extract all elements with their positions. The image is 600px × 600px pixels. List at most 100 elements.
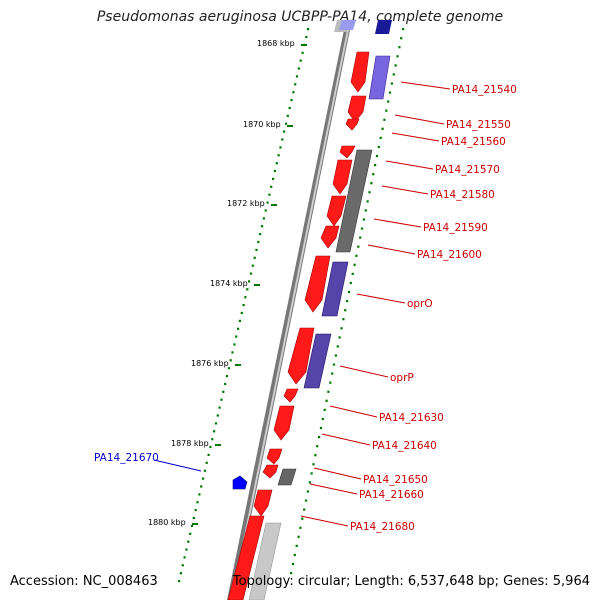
- ruler-minor-tick: [379, 136, 382, 139]
- ruler-minor-tick: [329, 381, 332, 384]
- gene-PA14_21560: [345, 118, 360, 131]
- gene-PA14_21660: [262, 464, 279, 479]
- ruler-minor-tick: [220, 398, 223, 401]
- genome-title: Pseudomonas aeruginosa UCBPP-PA14, compl…: [96, 9, 504, 25]
- ruler-minor-tick: [303, 508, 306, 511]
- gene-PA14_21570: [339, 145, 356, 159]
- label-connector-line: [391, 132, 440, 142]
- ruler-minor-tick: [213, 430, 216, 433]
- ruler-minor-tick: [189, 532, 192, 535]
- ruler-minor-tick: [301, 517, 304, 520]
- ruler-minor-tick: [293, 553, 296, 557]
- ruler-minor-tick: [203, 469, 206, 472]
- ruler-minor-tick: [392, 73, 395, 76]
- ruler-major-tick: [235, 364, 241, 366]
- gene-label[interactable]: PA14_21540: [452, 84, 517, 96]
- label-connector-line: [313, 467, 362, 480]
- gene-PA14_21640: [273, 405, 295, 441]
- gene-label[interactable]: PA14_21550: [446, 119, 511, 131]
- ruler-minor-tick: [338, 336, 341, 339]
- ruler-minor-tick: [310, 472, 313, 475]
- gene-gray-bottom: [248, 522, 282, 600]
- ruler-major-tick: [215, 444, 221, 446]
- ruler-minor-tick: [306, 490, 309, 493]
- gene-label[interactable]: PA14_21660: [359, 489, 424, 501]
- ruler-minor-tick: [270, 185, 273, 188]
- ruler-minor-tick: [360, 227, 364, 230]
- ruler-minor-tick: [283, 130, 286, 133]
- ruler-minor-tick: [222, 390, 225, 393]
- ruler-minor-tick: [235, 335, 238, 338]
- ruler-minor-tick: [299, 526, 302, 529]
- ruler-minor-tick: [312, 463, 315, 466]
- ruler-minor-tick: [233, 343, 236, 346]
- ruler-minor-tick: [229, 359, 232, 362]
- ruler-minor-tick: [202, 477, 205, 480]
- gene-PA14_21680: [253, 489, 273, 517]
- ruler-minor-tick: [231, 351, 234, 354]
- ruler-minor-tick: [264, 209, 267, 212]
- gene-label[interactable]: oprO: [407, 298, 433, 310]
- ruler-minor-tick: [325, 399, 328, 402]
- ruler-minor-tick: [262, 217, 265, 220]
- ruler-minor-tick: [396, 55, 399, 58]
- accession-text: Accession: NC_008463: [10, 574, 158, 589]
- ruler-minor-tick: [196, 501, 199, 504]
- ruler-minor-tick: [198, 493, 201, 496]
- gene-label[interactable]: PA14_21670: [94, 452, 159, 464]
- ruler-minor-tick: [190, 524, 194, 527]
- ruler-minor-tick: [307, 28, 310, 31]
- ruler-major-tick: [192, 523, 198, 525]
- gene-blue-3: [303, 333, 332, 389]
- gene-label[interactable]: oprP: [390, 372, 414, 384]
- label-connector-line: [153, 459, 202, 472]
- ruler-minor-tick: [342, 318, 345, 321]
- ruler-minor-tick: [351, 272, 354, 275]
- ruler-minor-tick: [277, 154, 280, 157]
- ruler-minor-tick: [275, 162, 278, 165]
- ruler-minor-tick: [355, 254, 358, 257]
- ruler-minor-tick: [214, 422, 218, 425]
- gene-label[interactable]: PA14_21570: [435, 164, 500, 176]
- ruler-minor-tick: [316, 445, 319, 448]
- ruler-minor-tick: [240, 311, 243, 315]
- ruler-minor-tick: [249, 272, 253, 275]
- ruler-minor-tick: [349, 281, 352, 285]
- ruler-minor-tick: [211, 438, 214, 441]
- gene-label[interactable]: PA14_21650: [363, 474, 428, 486]
- ruler-minor-tick: [242, 304, 245, 307]
- gene-label[interactable]: PA14_21600: [417, 249, 482, 261]
- gene-label[interactable]: PA14_21630: [379, 412, 444, 424]
- label-connector-line: [400, 81, 451, 90]
- ruler-minor-tick: [368, 191, 371, 194]
- gene-PA14_21670: [232, 475, 248, 490]
- ruler-major-tick: [301, 44, 307, 46]
- ruler-minor-tick: [292, 91, 295, 94]
- ruler-minor-tick: [370, 182, 373, 185]
- gene-label[interactable]: PA14_21680: [350, 521, 415, 533]
- ruler-minor-tick: [268, 193, 271, 196]
- ruler-minor-tick: [344, 309, 347, 312]
- ruler-major-tick: [271, 204, 277, 206]
- ruler-minor-tick: [381, 127, 384, 130]
- ruler-minor-tick: [334, 354, 337, 357]
- ruler-minor-tick: [297, 67, 300, 70]
- ruler-minor-tick: [209, 445, 212, 449]
- ruler-minor-tick: [218, 406, 221, 409]
- ruler-minor-tick: [390, 82, 393, 85]
- ruler-minor-tick: [340, 327, 343, 330]
- ruler-minor-tick: [288, 106, 291, 110]
- ruler-minor-tick: [207, 453, 210, 456]
- ruler-label: 1876 kbp: [191, 359, 229, 368]
- gene-label[interactable]: PA14_21580: [430, 189, 495, 201]
- ruler-minor-tick: [357, 245, 360, 248]
- gene-label[interactable]: PA14_21640: [372, 440, 437, 452]
- gene-top-navy: [375, 20, 392, 34]
- gene-label[interactable]: PA14_21560: [441, 136, 506, 148]
- gene-blue-2: [321, 261, 349, 317]
- gene-label[interactable]: PA14_21590: [423, 222, 488, 234]
- ruler-minor-tick: [251, 264, 254, 267]
- ruler-minor-tick: [279, 146, 282, 149]
- gene-blue-1: [368, 55, 391, 100]
- gene-bottom-large: [227, 515, 265, 600]
